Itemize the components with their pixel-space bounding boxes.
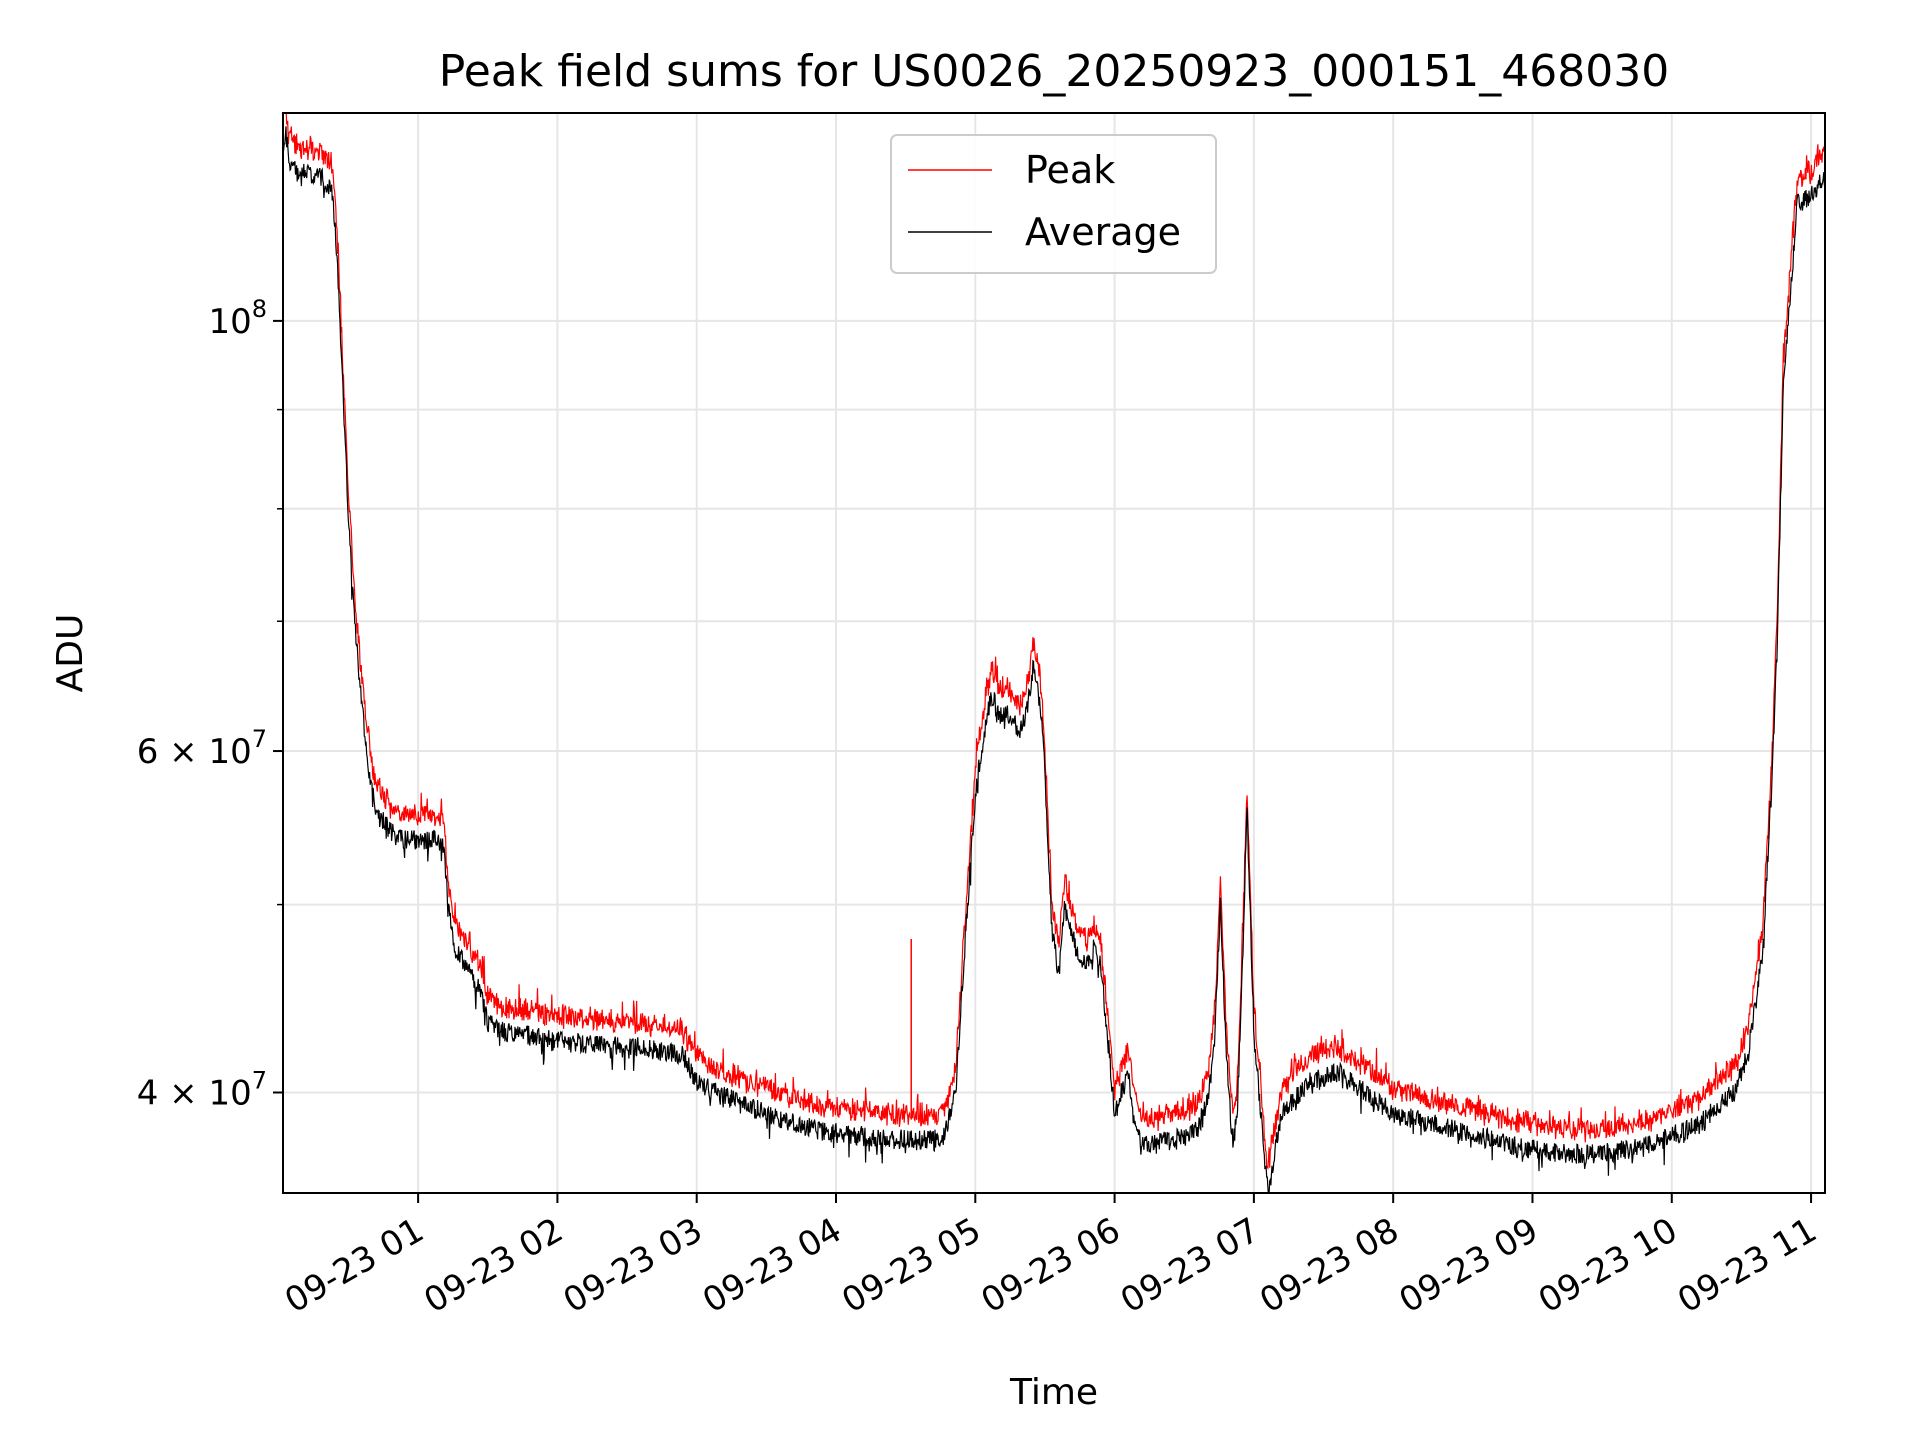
y-axis: 4 × 107 6 × 107 108 [137, 295, 283, 1113]
legend-label-peak: Peak [1025, 148, 1115, 192]
y-tick-label: 6 × 107 [137, 725, 267, 772]
legend-label-average: Average [1025, 210, 1181, 254]
y-axis-label: ADU [50, 614, 91, 693]
series-line-average [283, 126, 1825, 1193]
legend: Peak Average [890, 134, 1217, 274]
data-lines [283, 113, 1825, 1193]
series-line-peak [283, 113, 1825, 1170]
x-axis-label: Time [1009, 1372, 1098, 1413]
y-tick-label: 4 × 107 [137, 1066, 267, 1113]
plot-frame [282, 112, 1826, 1194]
chart-title: Peak field sums for US0026_20250923_0001… [439, 46, 1669, 97]
y-tick-label: 108 [208, 295, 267, 342]
grid-lines [283, 113, 1825, 1193]
